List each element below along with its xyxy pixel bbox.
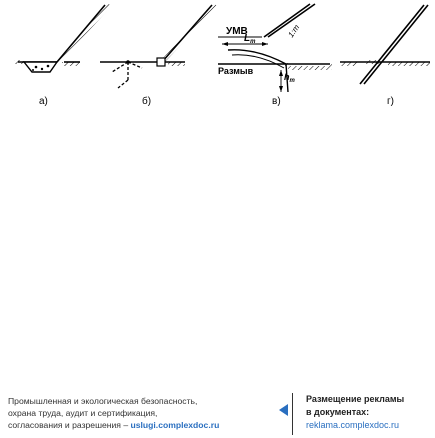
label-depth: hт xyxy=(284,72,296,84)
bank-protection-diagram: УМВ Размыв Lт hт 1:m а) б) в) г) xyxy=(14,3,430,107)
panel-c: УМВ Размыв Lт hт 1:m xyxy=(218,3,332,93)
panel-d xyxy=(340,4,430,85)
panel-label-b: б) xyxy=(142,95,151,107)
footer-right-link[interactable]: reklama.complexdoc.ru xyxy=(306,420,400,430)
footer-left-line1: Промышленная и экологическая безопасност… xyxy=(8,396,198,406)
triangle-left-icon xyxy=(279,404,288,416)
panel-label-a: а) xyxy=(39,96,48,107)
footer-right-line1: Размещение рекламы xyxy=(306,394,405,404)
footer-divider xyxy=(292,393,293,435)
footer-ad-right: Размещение рекламы в документах: reklama… xyxy=(306,393,434,432)
footer-left-line2: охрана труда, аудит и сертификация, xyxy=(8,408,158,418)
footer-right-line2: в документах: xyxy=(306,407,370,417)
footer-left-line3: согласования и разрешения – uslugi.compl… xyxy=(8,420,220,430)
label-erosion: Размыв xyxy=(218,66,254,76)
panel-label-c: в) xyxy=(272,96,281,107)
panel-a xyxy=(14,3,112,73)
panel-b xyxy=(100,3,218,89)
label-length: Lт xyxy=(244,33,256,45)
panel-label-d: г) xyxy=(387,96,394,107)
footer-ad-left: Промышленная и экологическая безопасност… xyxy=(8,395,288,431)
label-slope: 1:m xyxy=(286,23,301,39)
footer-left-link[interactable]: uslugi.complexdoc.ru xyxy=(130,420,220,430)
label-umv: УМВ xyxy=(226,26,248,37)
